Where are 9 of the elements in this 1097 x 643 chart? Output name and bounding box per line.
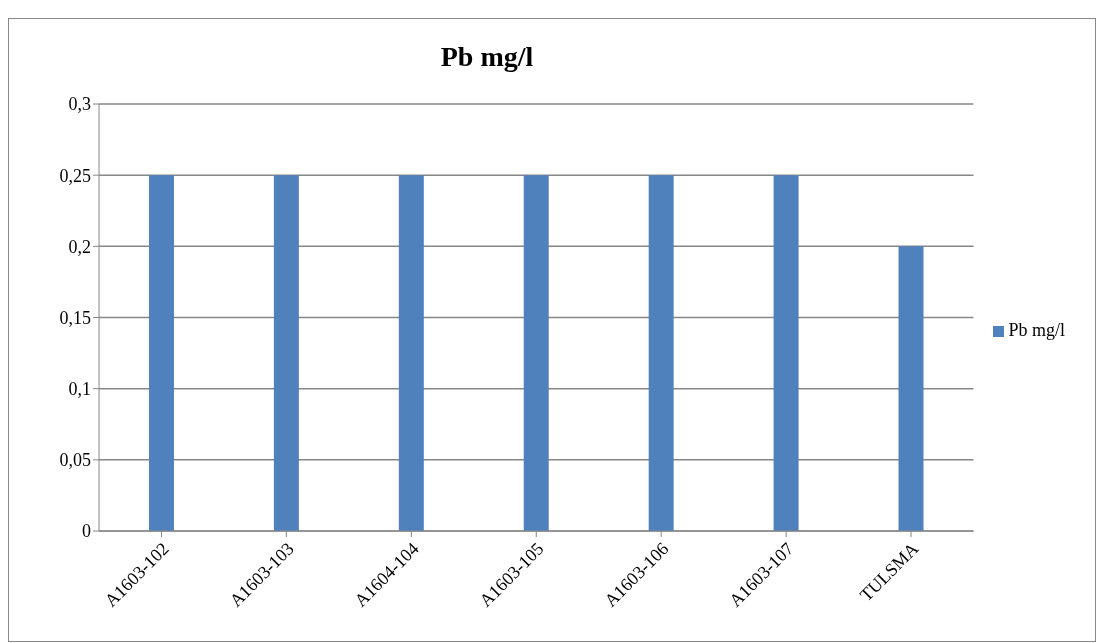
y-tick-label: 0 — [82, 521, 91, 542]
y-tick-label: 0,15 — [59, 307, 91, 328]
legend-label: Pb mg/l — [1008, 319, 1065, 340]
y-tick-label: 0,1 — [68, 379, 91, 400]
y-tick-label: 0,3 — [68, 94, 91, 115]
y-tick-label: 0,2 — [68, 236, 91, 257]
y-tick-label: 0,05 — [59, 450, 91, 471]
y-tick-label: 0,25 — [59, 165, 91, 186]
chart-title: Pb mg/l — [439, 41, 535, 73]
